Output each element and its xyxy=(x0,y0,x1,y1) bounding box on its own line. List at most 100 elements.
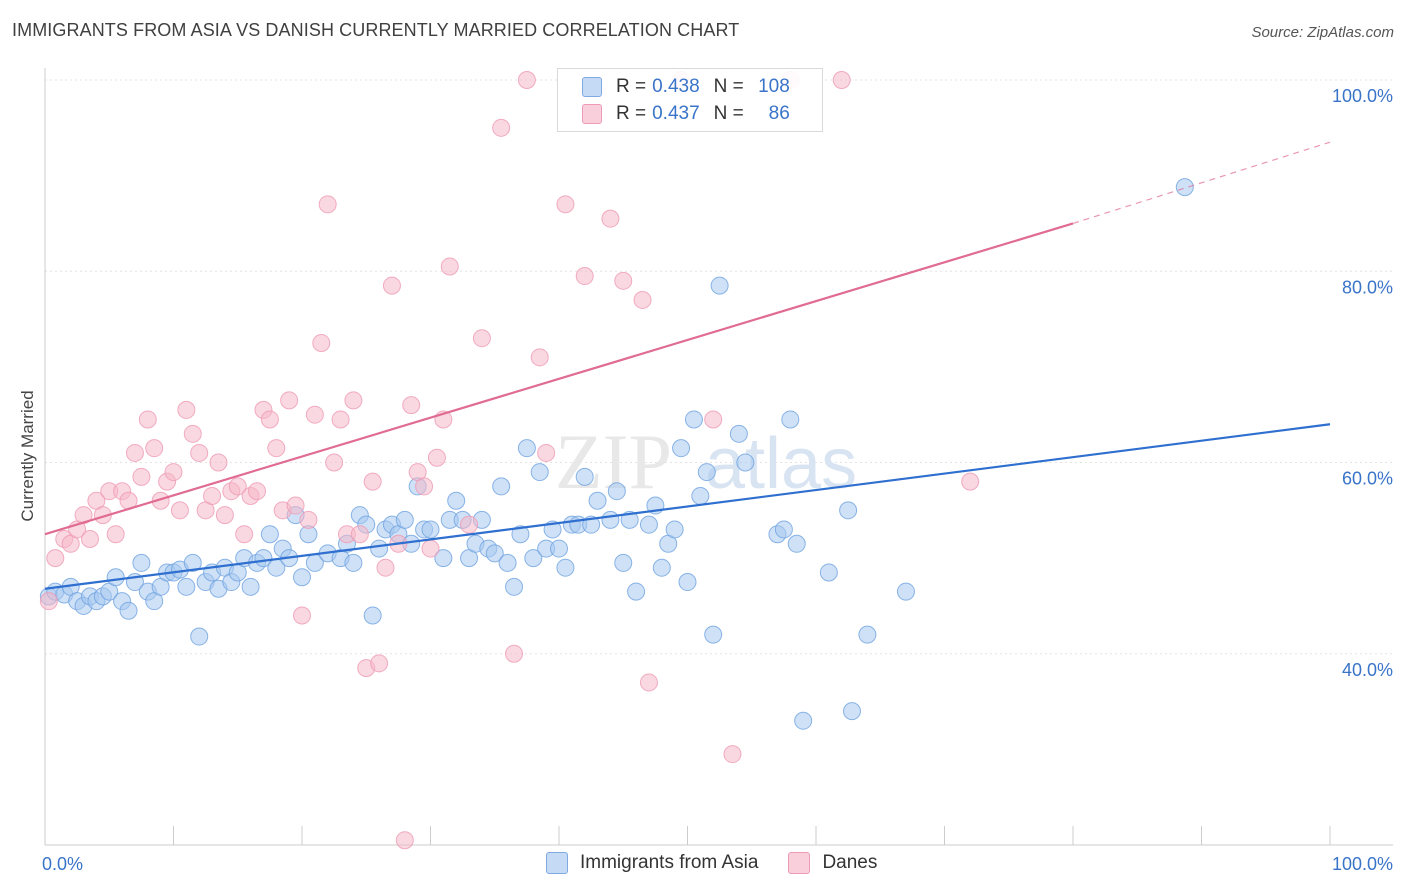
danes-point xyxy=(633,290,652,309)
danes-point xyxy=(106,525,125,544)
asia-point xyxy=(781,410,800,429)
asia-point xyxy=(517,439,536,458)
legend-swatch-asia xyxy=(582,77,602,97)
asia-point xyxy=(511,525,530,544)
series-label-asia: Immigrants from Asia xyxy=(580,852,759,873)
danes-point xyxy=(305,405,324,424)
y-axis-label: Currently Married xyxy=(18,390,37,522)
danes-point xyxy=(395,831,414,850)
legend-r-label: R = xyxy=(616,103,647,124)
asia-point xyxy=(370,539,389,558)
danes-trend-line xyxy=(44,222,1074,536)
asia-point xyxy=(774,520,793,539)
danes-point xyxy=(363,472,382,491)
asia-point xyxy=(601,510,620,529)
asia-point xyxy=(858,625,877,644)
asia-point xyxy=(665,520,684,539)
danes-point xyxy=(492,118,511,137)
asia-point xyxy=(729,424,748,443)
danes-point xyxy=(125,443,144,462)
y-tick-label: 100.0% xyxy=(1332,86,1393,106)
danes-point xyxy=(556,195,575,214)
legend-swatch-danes xyxy=(582,104,602,124)
danes-point xyxy=(601,209,620,228)
danes-point xyxy=(267,439,286,458)
legend-n-value: 108 xyxy=(758,76,790,97)
danes-point xyxy=(39,592,58,611)
danes-point xyxy=(312,333,331,352)
chart-source: Source: ZipAtlas.com xyxy=(1251,24,1394,41)
danes-point xyxy=(203,486,222,505)
asia-point xyxy=(710,276,729,295)
danes-point xyxy=(299,510,318,529)
legend-n-label: N = xyxy=(713,103,744,124)
danes-point xyxy=(723,745,742,764)
danes-point xyxy=(280,391,299,410)
danes-point xyxy=(505,644,524,663)
legend-row-asia: R = 0.438 N = 108 xyxy=(582,74,790,100)
danes-point xyxy=(318,195,337,214)
legend-r-value: 0.437 xyxy=(652,103,700,124)
stats-legend: R = 0.438 N = 108 R = 0.437 N = 86 xyxy=(557,68,823,132)
asia-point xyxy=(1175,178,1194,197)
legend-r-label: R = xyxy=(616,76,647,97)
asia-point xyxy=(691,486,710,505)
asia-point xyxy=(395,510,414,529)
danes-point xyxy=(325,453,344,472)
series-legend-danes[interactable]: Danes xyxy=(788,852,877,874)
asia-point xyxy=(652,558,671,577)
series-legend-asia[interactable]: Immigrants from Asia xyxy=(546,852,758,874)
asia-point xyxy=(498,553,517,572)
danes-point xyxy=(530,348,549,367)
asia-point xyxy=(119,601,138,620)
series-legend: Immigrants from Asia Danes xyxy=(546,852,907,874)
asia-point xyxy=(363,606,382,625)
legend-n-value: 86 xyxy=(768,103,790,124)
asia-point xyxy=(505,577,524,596)
asia-point xyxy=(614,553,633,572)
danes-point xyxy=(170,501,189,520)
series-swatch-danes xyxy=(788,852,811,874)
danes-point xyxy=(460,515,479,534)
danes-point xyxy=(46,549,65,568)
danes-point xyxy=(190,443,209,462)
asia-point xyxy=(260,525,279,544)
legend-r-value: 0.438 xyxy=(652,76,700,97)
danes-point xyxy=(164,463,183,482)
danes-point xyxy=(472,329,491,348)
asia-point xyxy=(344,553,363,572)
danes-point xyxy=(260,410,279,429)
asia-point xyxy=(684,410,703,429)
asia-point xyxy=(550,539,568,558)
asia-trend-line xyxy=(44,423,1331,590)
asia-point xyxy=(620,510,639,529)
asia-point xyxy=(575,467,594,486)
asia-point xyxy=(787,534,806,553)
danes-point xyxy=(209,453,228,472)
asia-point xyxy=(556,558,575,577)
asia-point xyxy=(530,463,549,482)
series-label-danes: Danes xyxy=(822,852,878,873)
danes-point xyxy=(614,271,633,290)
danes-point xyxy=(331,410,350,429)
danes-point xyxy=(440,257,459,276)
danes-trend-extension xyxy=(1072,141,1331,225)
danes-point xyxy=(138,410,157,429)
legend-row-danes: R = 0.437 N = 86 xyxy=(582,101,790,127)
asia-point xyxy=(434,549,453,568)
danes-point xyxy=(344,391,363,410)
asia-point xyxy=(241,577,260,596)
asia-point xyxy=(794,711,813,730)
watermark-atlas: atlas xyxy=(705,424,857,504)
asia-point xyxy=(588,491,607,510)
danes-point xyxy=(415,477,434,496)
danes-point xyxy=(248,482,267,501)
danes-point xyxy=(376,558,395,577)
danes-point xyxy=(421,539,440,558)
asia-point xyxy=(672,439,691,458)
legend-n-label: N = xyxy=(713,76,744,97)
danes-point xyxy=(215,506,234,525)
asia-point xyxy=(736,453,755,472)
asia-point xyxy=(177,577,196,596)
asia-point xyxy=(842,702,861,721)
